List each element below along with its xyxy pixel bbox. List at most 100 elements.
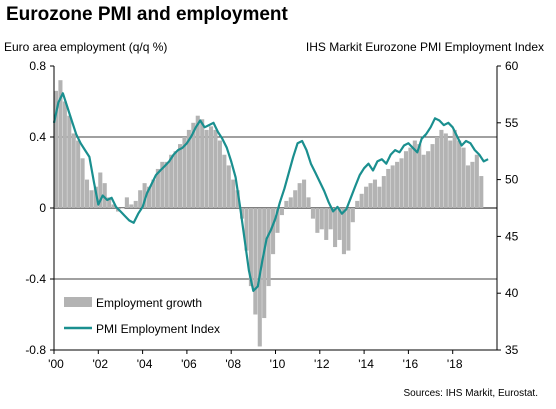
employment-bars bbox=[53, 80, 484, 347]
employment-bar bbox=[306, 197, 311, 208]
employment-bar bbox=[443, 133, 448, 208]
employment-bar bbox=[372, 179, 377, 208]
employment-bar bbox=[235, 190, 240, 208]
employment-bar bbox=[315, 208, 320, 233]
employment-bar bbox=[470, 161, 475, 208]
left-tick-label: -0.4 bbox=[25, 272, 46, 286]
employment-bar bbox=[129, 204, 134, 208]
x-tick-label: '16 bbox=[403, 357, 419, 371]
employment-bar bbox=[448, 140, 453, 208]
employment-bar bbox=[430, 144, 435, 208]
employment-bar bbox=[359, 193, 364, 208]
employment-bar bbox=[474, 154, 479, 208]
legend-label: PMI Employment Index bbox=[96, 322, 220, 336]
employment-bar bbox=[302, 179, 307, 208]
x-tick-label: '12 bbox=[314, 357, 330, 371]
employment-bar bbox=[58, 80, 63, 208]
employment-bar bbox=[231, 179, 236, 208]
employment-bar bbox=[53, 90, 59, 208]
employment-bar bbox=[457, 140, 462, 208]
employment-bar bbox=[71, 133, 76, 208]
employment-bar bbox=[377, 186, 382, 208]
employment-bar bbox=[253, 208, 258, 315]
left-tick-label: 0.4 bbox=[29, 130, 46, 144]
employment-bar bbox=[461, 147, 466, 208]
source-note: Sources: IHS Markit, Eurostat. bbox=[403, 388, 539, 399]
right-axis-label: IHS Markit Eurozone PMI Employment Index bbox=[305, 40, 544, 54]
employment-bar bbox=[98, 172, 103, 208]
x-tick-label: '08 bbox=[225, 357, 241, 371]
employment-bar bbox=[133, 200, 138, 208]
x-tick-label: '00 bbox=[48, 357, 64, 371]
x-tick-label: '02 bbox=[92, 357, 108, 371]
employment-bar bbox=[479, 176, 484, 208]
employment-bar bbox=[164, 161, 169, 208]
employment-bar bbox=[62, 101, 67, 208]
left-tick-label: 0.8 bbox=[29, 59, 46, 73]
employment-bar bbox=[333, 208, 338, 248]
right-tick-label: 45 bbox=[505, 229, 519, 243]
legend-swatch-bar bbox=[64, 297, 92, 307]
employment-bar bbox=[191, 122, 196, 208]
employment-bar bbox=[341, 208, 346, 255]
employment-bar bbox=[178, 144, 183, 208]
right-tick-label: 55 bbox=[505, 116, 519, 130]
employment-bar bbox=[386, 168, 391, 208]
employment-bar bbox=[217, 140, 222, 208]
employment-bar bbox=[279, 208, 284, 216]
employment-bar bbox=[350, 208, 355, 223]
employment-bar bbox=[417, 144, 422, 208]
employment-bar bbox=[271, 208, 276, 255]
x-tick-label: '14 bbox=[358, 357, 374, 371]
employment-bar bbox=[195, 115, 200, 208]
employment-bar bbox=[138, 190, 143, 208]
employment-bar bbox=[434, 137, 440, 208]
axes: -0.8 -0.4 0 0.4 0.8 35 40 45 50 55 60 '00 '02 '04 '06 '… bbox=[25, 59, 518, 371]
employment-bar bbox=[452, 129, 457, 208]
right-tick-label: 40 bbox=[505, 286, 519, 300]
employment-bar bbox=[244, 208, 249, 251]
employment-bar bbox=[293, 190, 298, 208]
x-tick-label: '04 bbox=[137, 357, 153, 371]
employment-bar bbox=[426, 151, 431, 208]
employment-bar bbox=[186, 129, 191, 208]
employment-bar bbox=[408, 147, 413, 208]
employment-bar bbox=[173, 151, 178, 208]
employment-bar bbox=[310, 208, 315, 219]
employment-bar bbox=[324, 208, 329, 240]
pmi-line-group bbox=[52, 92, 489, 292]
employment-bar bbox=[142, 183, 147, 208]
employment-bar bbox=[395, 161, 400, 208]
employment-bar bbox=[120, 208, 125, 209]
employment-bar bbox=[89, 190, 94, 208]
employment-bar bbox=[275, 208, 280, 233]
employment-bar bbox=[222, 154, 227, 208]
x-tick-label: '18 bbox=[447, 357, 463, 371]
employment-bar bbox=[465, 165, 471, 208]
employment-bar bbox=[412, 140, 417, 208]
employment-bar bbox=[266, 208, 271, 287]
employment-bar bbox=[364, 186, 369, 208]
chart-title: Eurozone PMI and employment bbox=[6, 4, 288, 25]
employment-bar bbox=[124, 197, 129, 208]
x-tick-label: '06 bbox=[181, 357, 197, 371]
employment-bar bbox=[226, 165, 231, 208]
employment-bar bbox=[439, 129, 444, 208]
pmi-line bbox=[52, 92, 489, 292]
employment-bar bbox=[319, 208, 324, 230]
employment-bar bbox=[155, 168, 160, 208]
right-tick-label: 35 bbox=[505, 343, 519, 357]
employment-bar bbox=[204, 129, 209, 208]
x-tick-label: '10 bbox=[270, 357, 286, 371]
employment-bar bbox=[182, 137, 187, 208]
employment-bar bbox=[107, 197, 112, 208]
employment-bar bbox=[403, 151, 409, 208]
right-tick-label: 60 bbox=[505, 59, 519, 73]
employment-bar bbox=[160, 161, 165, 208]
employment-bar bbox=[390, 165, 395, 208]
left-tick-label: -0.8 bbox=[25, 343, 46, 357]
employment-bar bbox=[76, 140, 81, 208]
employment-bar bbox=[209, 126, 214, 208]
employment-bar bbox=[284, 200, 289, 208]
